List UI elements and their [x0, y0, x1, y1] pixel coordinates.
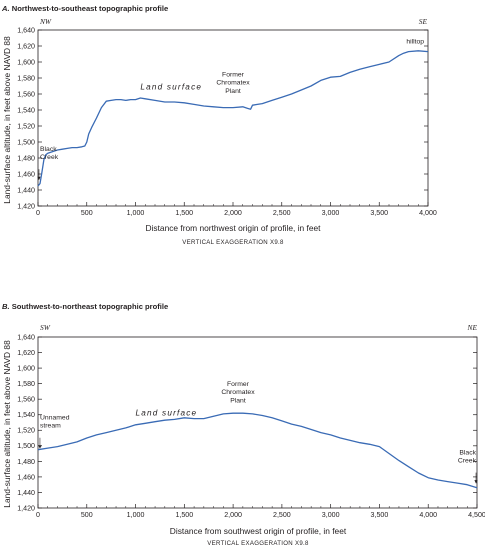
panel-b-vertical-exaggeration: VERTICAL EXAGGERATION X9.8 — [207, 540, 309, 547]
panel-b-y-tick-label: 1,640 — [17, 333, 35, 341]
panel-a-y-tick-label: 1,640 — [17, 26, 35, 34]
panel-a-y-tick-label: 1,600 — [17, 58, 35, 66]
panel-b-annotation-text: Plant — [230, 397, 246, 404]
panel-a-direction-right: SE — [419, 17, 428, 26]
panel-a-y-tick-label: 1,420 — [17, 202, 35, 210]
panel-a-vertical-exaggeration: VERTICAL EXAGGERATION X9.8 — [182, 239, 284, 246]
panel-a-annotation-text: Black — [40, 146, 57, 153]
panel-b-annotation-text: Black — [459, 449, 476, 456]
panel-b: B. Southwest-to-northeast topographic pr… — [2, 302, 485, 547]
panel-b-x-tick-label: 3,500 — [371, 511, 389, 519]
panel-a-y-tick-label: 1,520 — [17, 122, 35, 130]
panel-a-x-tick-label: 0 — [36, 209, 40, 217]
panel-b-y-tick-label: 1,420 — [17, 504, 35, 512]
panel-b-y-tick-label: 1,620 — [17, 349, 35, 357]
panel-b-annotation-text: Creek — [458, 458, 477, 465]
panel-b-x-tick-label: 500 — [81, 511, 93, 519]
panel-a-x-tick-label: 4,000 — [419, 209, 437, 217]
panel-a-y-tick-label: 1,620 — [17, 42, 35, 50]
panel-b-annotation-text: Chromatex — [221, 389, 255, 396]
panel-b-annotation-arrowhead — [474, 480, 478, 484]
panel-b-land-surface-label: Land surface — [136, 409, 198, 418]
panel-b-annotation-text: stream — [40, 423, 61, 430]
panel-b-y-tick-label: 1,480 — [17, 458, 35, 466]
panel-a-x-tick-label: 3,000 — [322, 209, 340, 217]
panel-b-x-tick-label: 0 — [36, 511, 40, 519]
panel-b-direction-right: NE — [467, 323, 478, 332]
panel-a-y-tick-label: 1,560 — [17, 90, 35, 98]
panel-b-plot-frame — [37, 336, 478, 509]
panel-b-x-tick-label: 1,000 — [127, 511, 145, 519]
panel-b-y-tick-label: 1,600 — [17, 364, 35, 372]
panel-a-land-surface-label: Land surface — [140, 82, 202, 91]
panel-b-annotation-arrowhead — [38, 445, 42, 449]
panel-a-annotation-arrowhead — [37, 176, 41, 181]
panel-b-y-tick-label: 1,560 — [17, 396, 35, 404]
panel-b-x-tick-label: 4,500 — [468, 511, 485, 519]
panel-a-y-tick-label: 1,500 — [17, 138, 35, 146]
panel-b-y-tick-label: 1,460 — [17, 473, 35, 481]
panel-b-y-tick-label: 1,440 — [17, 489, 35, 497]
panel-a-x-tick-label: 2,000 — [224, 209, 242, 217]
panel-a-direction-left: NW — [39, 17, 52, 26]
panel-b-title: B. Southwest-to-northeast topographic pr… — [2, 302, 168, 311]
panel-b-x-tick-label: 2,000 — [224, 511, 242, 519]
panel-a-y-tick-label: 1,580 — [17, 74, 35, 82]
panel-b-x-tick-label: 3,000 — [322, 511, 340, 519]
panel-a-y-tick-label: 1,480 — [17, 154, 35, 162]
panel-a-y-axis-label: Land-surface altitude, in feet above NAV… — [2, 36, 12, 204]
panel-b-annotation-text: Unnamed — [40, 415, 70, 422]
panel-b-x-tick-label: 2,500 — [273, 511, 291, 519]
panel-b-x-tick-label: 4,000 — [419, 511, 437, 519]
panel-b-profile-line — [37, 412, 478, 489]
panel-b-direction-left: SW — [40, 323, 51, 332]
panel-a-x-tick-label: 3,500 — [370, 209, 388, 217]
panel-a-x-tick-label: 1,000 — [127, 209, 145, 217]
panel-a-y-tick-label: 1,460 — [17, 170, 35, 178]
panel-a-annotation-text: Creek — [40, 154, 59, 161]
panel-a-x-tick-label: 500 — [81, 209, 93, 217]
panel-b-x-axis-label: Distance from southwest origin of profil… — [170, 526, 347, 536]
panel-b-y-tick-label: 1,540 — [17, 411, 35, 419]
panel-a-profile-line — [37, 50, 429, 187]
panel-b-annotation-text: Former — [227, 381, 250, 388]
panel-a-plot: 0 500 1,000 1,500 2,000 2,500 3,000 3,500 4,000 1… — [17, 26, 437, 217]
panel-a-title: A. Northwest-to-southeast topographic pr… — [1, 4, 168, 13]
panel-a-annotation-text: hilltop — [406, 39, 424, 46]
panel-b-y-axis-label: Land-surface altitude, in feet above NAV… — [2, 340, 12, 508]
panel-a-annotation-text: Former — [222, 71, 245, 78]
panel-b-y-tick-label: 1,500 — [17, 442, 35, 450]
panel-b-x-tick-label: 1,500 — [175, 511, 193, 519]
panel-b-y-tick-label: 1,580 — [17, 380, 35, 388]
panel-a-x-tick-label: 2,500 — [273, 209, 291, 217]
panel-a: A. Northwest-to-southeast topographic pr… — [1, 4, 437, 246]
panel-a-x-axis-label: Distance from northwest origin of profil… — [145, 223, 321, 233]
panel-a-y-tick-label: 1,440 — [17, 186, 35, 194]
panel-a-annotation-text: Plant — [225, 88, 241, 95]
panel-a-y-tick-label: 1,540 — [17, 106, 35, 114]
panel-a-annotation-text: Chromatex — [216, 80, 250, 87]
panel-b-plot: 0 500 1,000 1,500 2,000 2,500 3,000 3,500 4,000 4… — [17, 333, 485, 519]
panel-a-x-tick-label: 1,500 — [175, 209, 193, 217]
panel-b-y-tick-label: 1,520 — [17, 427, 35, 435]
